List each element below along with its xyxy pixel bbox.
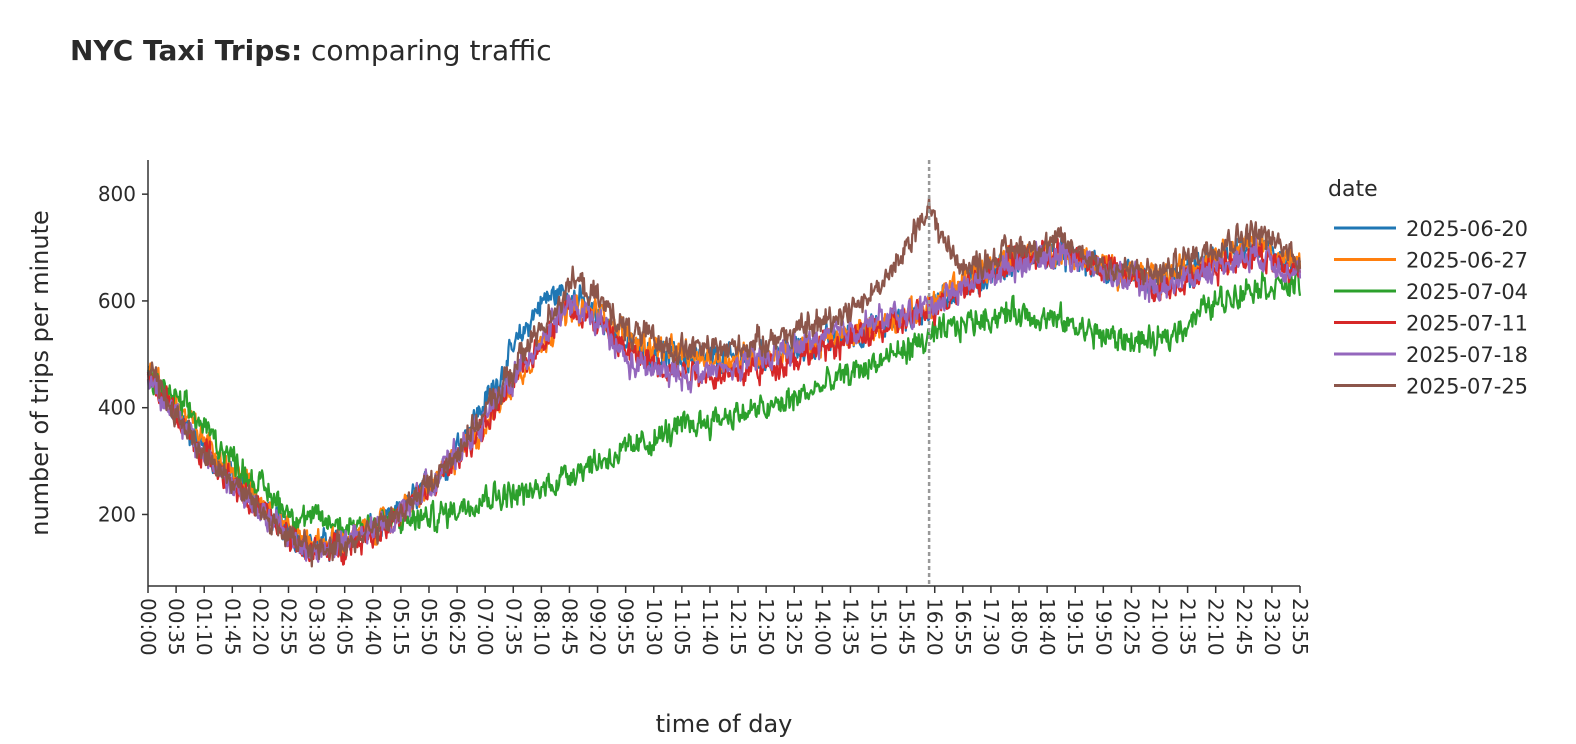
legend-item[interactable]: 2025-07-18 — [1334, 343, 1528, 367]
legend-item[interactable]: 2025-07-11 — [1334, 312, 1528, 336]
legend-label: 2025-06-27 — [1406, 249, 1528, 273]
x-tick-label: 02:20 — [248, 598, 272, 656]
x-tick-label: 22:45 — [1232, 598, 1256, 656]
x-tick-label: 05:50 — [417, 598, 441, 656]
x-tick-label: 06:25 — [445, 598, 469, 656]
y-tick-label: 200 — [98, 502, 136, 526]
x-tick-label: 21:35 — [1176, 598, 1200, 656]
series-line-2025-07-25 — [147, 195, 1302, 568]
legend-label: 2025-07-18 — [1406, 343, 1528, 367]
x-tick-label: 12:50 — [754, 598, 778, 656]
x-tick-label: 21:00 — [1148, 598, 1172, 656]
x-tick-label: 12:15 — [726, 598, 750, 656]
x-tick-label: 02:55 — [276, 598, 300, 656]
x-tick-label: 16:20 — [923, 598, 947, 656]
x-tick-label: 19:15 — [1063, 598, 1087, 656]
x-tick-label: 03:30 — [305, 598, 329, 656]
x-tick-label: 14:00 — [810, 598, 834, 656]
x-tick-label: 09:55 — [614, 598, 638, 656]
x-tick-label: 18:05 — [1007, 598, 1031, 656]
x-tick-label: 08:45 — [557, 598, 581, 656]
legend-label: 2025-06-20 — [1406, 217, 1528, 241]
y-tick-label: 600 — [98, 289, 136, 313]
x-tick-label: 11:40 — [698, 598, 722, 656]
x-tick-label: 00:00 — [136, 598, 160, 656]
legend-item[interactable]: 2025-07-25 — [1334, 375, 1528, 399]
chart-title: NYC Taxi Trips: comparing traffic — [70, 34, 552, 67]
legend: date 2025-06-20 2025-06-27 2025-07-04 2025-… — [1328, 177, 1528, 399]
legend-item[interactable]: 2025-07-04 — [1334, 280, 1528, 304]
x-tick-label: 19:50 — [1091, 598, 1115, 656]
x-tick-label: 18:40 — [1035, 598, 1059, 656]
x-tick-label: 17:30 — [979, 598, 1003, 656]
legend-label: 2025-07-11 — [1406, 312, 1528, 336]
x-tick-label: 05:15 — [389, 598, 413, 656]
x-tick-label: 15:45 — [895, 598, 919, 656]
x-tick-label: 23:20 — [1260, 598, 1284, 656]
x-tick-label: 09:20 — [586, 598, 610, 656]
plot-area — [146, 195, 1302, 568]
x-tick-label: 04:05 — [333, 598, 357, 656]
x-tick-label: 20:25 — [1119, 598, 1143, 656]
legend-item[interactable]: 2025-06-27 — [1334, 249, 1528, 273]
x-tick-label: 07:35 — [501, 598, 525, 656]
x-tick-label: 22:10 — [1204, 598, 1228, 656]
x-tick-label: 23:55 — [1288, 598, 1312, 656]
x-tick-label: 07:00 — [473, 598, 497, 656]
x-tick-label: 15:10 — [867, 598, 891, 656]
x-tick-label: 14:35 — [838, 598, 862, 656]
y-tick-label: 800 — [98, 182, 136, 206]
x-tick-label: 16:55 — [951, 598, 975, 656]
x-axis-label: time of day — [656, 710, 793, 738]
legend-label: 2025-07-25 — [1406, 375, 1528, 399]
legend-label: 2025-07-04 — [1406, 280, 1528, 304]
x-tick-label: 01:10 — [192, 598, 216, 656]
x-tick-label: 10:30 — [642, 598, 666, 656]
x-tick-label: 04:40 — [361, 598, 385, 656]
series-line-2025-07-04 — [146, 267, 1302, 539]
legend-title: date — [1328, 177, 1378, 202]
x-tick-label: 08:10 — [529, 598, 553, 656]
y-tick-label: 400 — [98, 396, 136, 420]
x-tick-label: 01:45 — [220, 598, 244, 656]
y-axis-label: number of trips per minute — [26, 210, 54, 536]
x-tick-label: 13:25 — [782, 598, 806, 656]
legend-item[interactable]: 2025-06-20 — [1334, 217, 1528, 241]
x-tick-label: 11:05 — [670, 598, 694, 656]
x-tick-label: 00:35 — [164, 598, 188, 656]
